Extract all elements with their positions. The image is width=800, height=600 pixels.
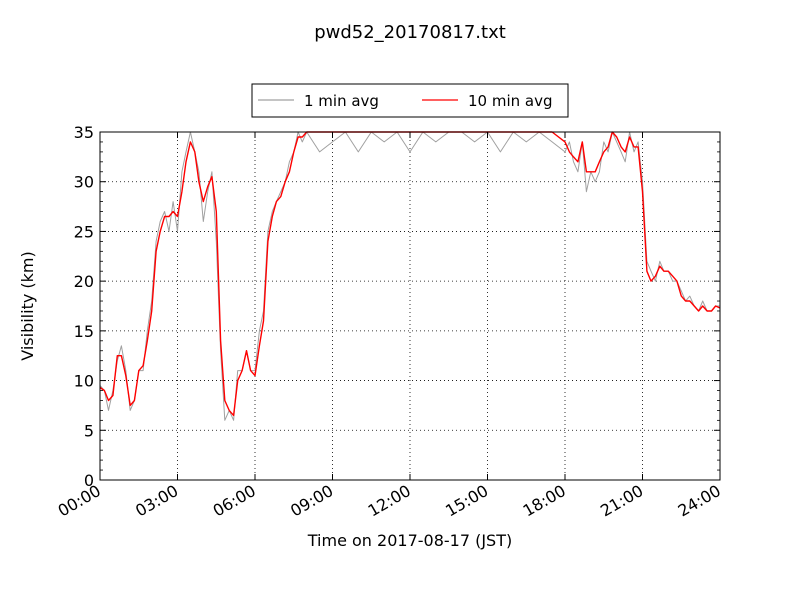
x-tick-label: 24:00	[675, 481, 724, 521]
y-tick-labels: 0 5 10 15 20 25 30 35	[74, 123, 94, 490]
x-tick-label: 18:00	[520, 481, 569, 521]
y-tick-label: 30	[74, 173, 94, 192]
plot-frame	[99, 131, 721, 481]
x-tick-label: 09:00	[287, 481, 336, 521]
x-axis-label: Time on 2017-08-17 (JST)	[307, 531, 512, 550]
x-tick-label: 06:00	[210, 481, 259, 521]
x-tick-label: 00:00	[55, 481, 104, 521]
y-tick-label: 35	[74, 123, 94, 142]
y-tick-label: 25	[74, 222, 94, 241]
grid-lines	[100, 132, 720, 480]
y-axis-label: Visibility (km)	[18, 251, 37, 360]
y-tick-label: 20	[74, 272, 94, 291]
legend-box	[251, 83, 569, 118]
y-tick-label: 15	[74, 322, 94, 341]
legend: 1 min avg 10 min avg	[251, 83, 569, 118]
legend-label-10min: 10 min avg	[468, 92, 553, 110]
x-tick-label: 03:00	[132, 481, 181, 521]
chart-title: pwd52_20170817.txt	[314, 22, 506, 43]
y-tick-label: 0	[84, 471, 94, 490]
y-tick-label: 10	[74, 372, 94, 391]
x-tick-label: 12:00	[365, 481, 414, 521]
y-tick-label: 5	[84, 421, 94, 440]
x-tick-label: 15:00	[442, 481, 491, 521]
x-tick-label: 21:00	[597, 481, 646, 521]
x-tick-labels: 00:00 03:00 06:00 09:00 12:00 15:00 18:00 21:00…	[55, 481, 724, 521]
legend-label-1min: 1 min avg	[304, 92, 379, 110]
